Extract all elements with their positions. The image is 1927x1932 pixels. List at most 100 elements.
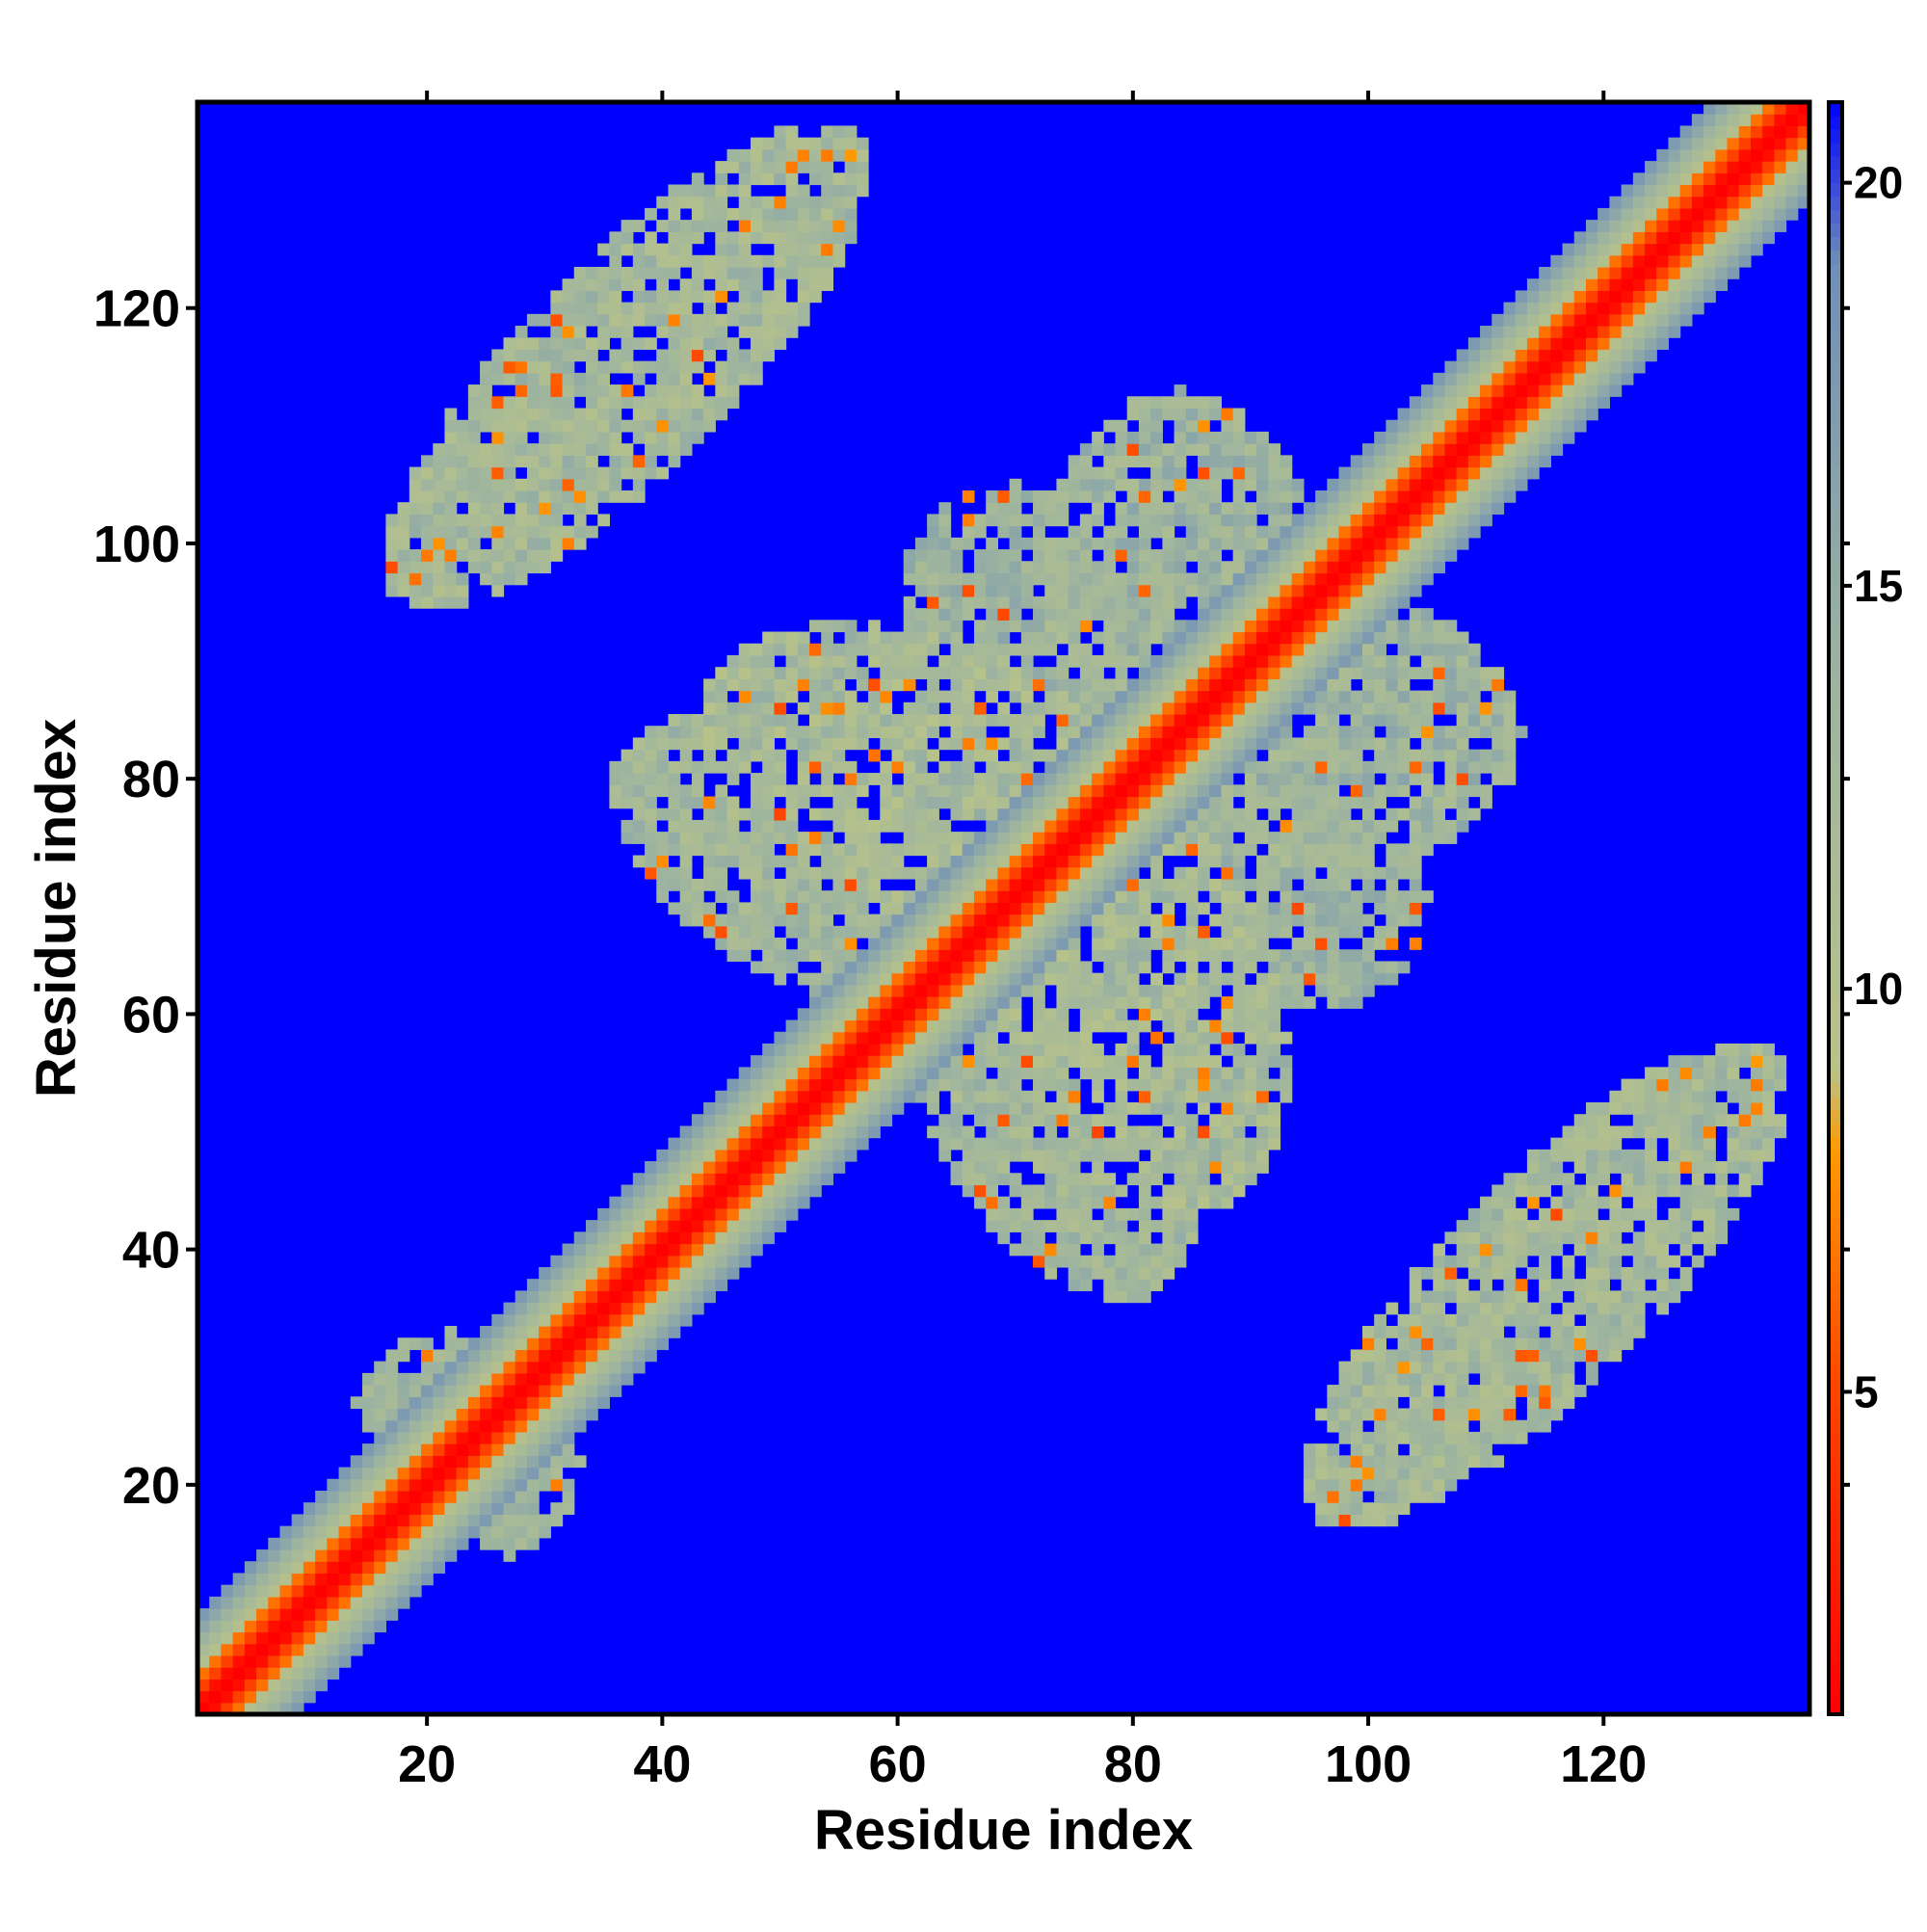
heatmap-cell (291, 1537, 304, 1550)
heatmap-cell (656, 360, 670, 374)
heatmap-cell (691, 878, 704, 891)
heatmap-cell (762, 961, 775, 974)
heatmap-cell (715, 855, 728, 868)
heatmap-cell (562, 396, 575, 410)
heatmap-cell (303, 1502, 316, 1515)
heatmap-cell (632, 1184, 646, 1198)
heatmap-cell (503, 349, 516, 362)
heatmap-cell (550, 1431, 564, 1444)
heatmap-cell (726, 654, 740, 668)
heatmap-cell (1079, 1019, 1093, 1033)
heatmap-cell (774, 254, 787, 268)
heatmap-cell (726, 384, 740, 397)
heatmap-cell (1115, 1125, 1128, 1139)
heatmap-cell (797, 1008, 810, 1021)
heatmap-cell (997, 1196, 1011, 1209)
heatmap-cell (1315, 584, 1328, 597)
heatmap-cell (1456, 1419, 1469, 1433)
heatmap-cell (1033, 667, 1045, 679)
heatmap-cell (762, 913, 775, 927)
heatmap-cell (1232, 466, 1246, 480)
heatmap-cell (1397, 1361, 1411, 1374)
heatmap-cell (1020, 890, 1034, 903)
heatmap-cell (1409, 667, 1422, 679)
heatmap-cell (809, 890, 822, 903)
heatmap-cell (1103, 984, 1117, 997)
heatmap-cell (1221, 1078, 1234, 1092)
heatmap-cell (856, 1125, 869, 1139)
heatmap-cell (361, 1385, 375, 1397)
heatmap-cell (1244, 525, 1257, 539)
heatmap-cell (750, 1114, 763, 1127)
heatmap-cell (679, 313, 693, 327)
heatmap-cell (715, 938, 728, 950)
heatmap-cell (1056, 1137, 1069, 1151)
heatmap-cell (1327, 949, 1340, 963)
heatmap-cell (1197, 525, 1210, 539)
heatmap-cell (1197, 1137, 1210, 1151)
heatmap-cell (891, 796, 905, 809)
heatmap-cell (891, 1055, 905, 1068)
heatmap-cell (656, 1290, 670, 1304)
heatmap-cell (1421, 1396, 1434, 1410)
heatmap-cell (1444, 701, 1458, 715)
heatmap-cell (1244, 1067, 1257, 1080)
heatmap-cell (361, 1561, 375, 1575)
heatmap-cell (1056, 1149, 1069, 1162)
heatmap-cell (1115, 1078, 1128, 1092)
heatmap-cell (1256, 984, 1269, 997)
heatmap-cell (632, 784, 646, 798)
heatmap-cell (1138, 1019, 1151, 1033)
heatmap-cell (774, 819, 787, 833)
heatmap-cell (279, 1537, 293, 1550)
heatmap-cell (962, 773, 975, 785)
heatmap-cell (1221, 773, 1234, 785)
heatmap-cell (397, 537, 410, 550)
heatmap-cell (1409, 1478, 1422, 1492)
heatmap-cell (691, 1255, 704, 1268)
heatmap-cell (1244, 737, 1257, 751)
heatmap-cell (327, 1596, 340, 1609)
heatmap-cell (1350, 537, 1363, 550)
heatmap-cell (656, 1266, 670, 1280)
heatmap-cell (620, 349, 634, 362)
heatmap-cell (444, 572, 458, 586)
heatmap-cell (268, 1549, 281, 1562)
heatmap-cell (1386, 1502, 1399, 1515)
heatmap-cell (1068, 843, 1081, 857)
heatmap-cell (1315, 701, 1328, 715)
heatmap-cell (973, 832, 987, 844)
heatmap-cell (738, 1184, 752, 1198)
heatmap-cell (1374, 925, 1386, 939)
heatmap-cell (656, 773, 670, 785)
heatmap-cell (1150, 678, 1163, 692)
heatmap-cell (891, 1031, 905, 1045)
heatmap-cell (1174, 595, 1187, 609)
heatmap-cell (1433, 1490, 1446, 1503)
heatmap-cell (938, 1019, 952, 1033)
heatmap-cell (1232, 443, 1246, 456)
heatmap-cell (503, 1372, 516, 1386)
heatmap-cell (1056, 667, 1069, 679)
heatmap-cell (1126, 1019, 1140, 1033)
heatmap-cell (1138, 431, 1151, 444)
heatmap-cell (668, 902, 681, 915)
heatmap-cell (656, 408, 670, 421)
heatmap-cell (327, 1561, 340, 1575)
heatmap-cell (232, 1608, 246, 1621)
heatmap-cell (1338, 737, 1352, 751)
heatmap-cell (1221, 431, 1234, 444)
heatmap-cell (1162, 478, 1175, 491)
heatmap-cell (1315, 525, 1328, 539)
heatmap-cell (209, 1654, 223, 1668)
heatmap-cell (1185, 667, 1199, 679)
heatmap-cell (1338, 832, 1352, 844)
heatmap-cell (750, 266, 763, 279)
heatmap-cell (1115, 737, 1128, 751)
heatmap-cell (856, 890, 869, 903)
heatmap-cell (903, 1067, 916, 1080)
heatmap-cell (1397, 455, 1411, 468)
heatmap-cell (797, 1090, 810, 1103)
heatmap-cell (914, 784, 928, 798)
heatmap-cell (1256, 561, 1269, 574)
